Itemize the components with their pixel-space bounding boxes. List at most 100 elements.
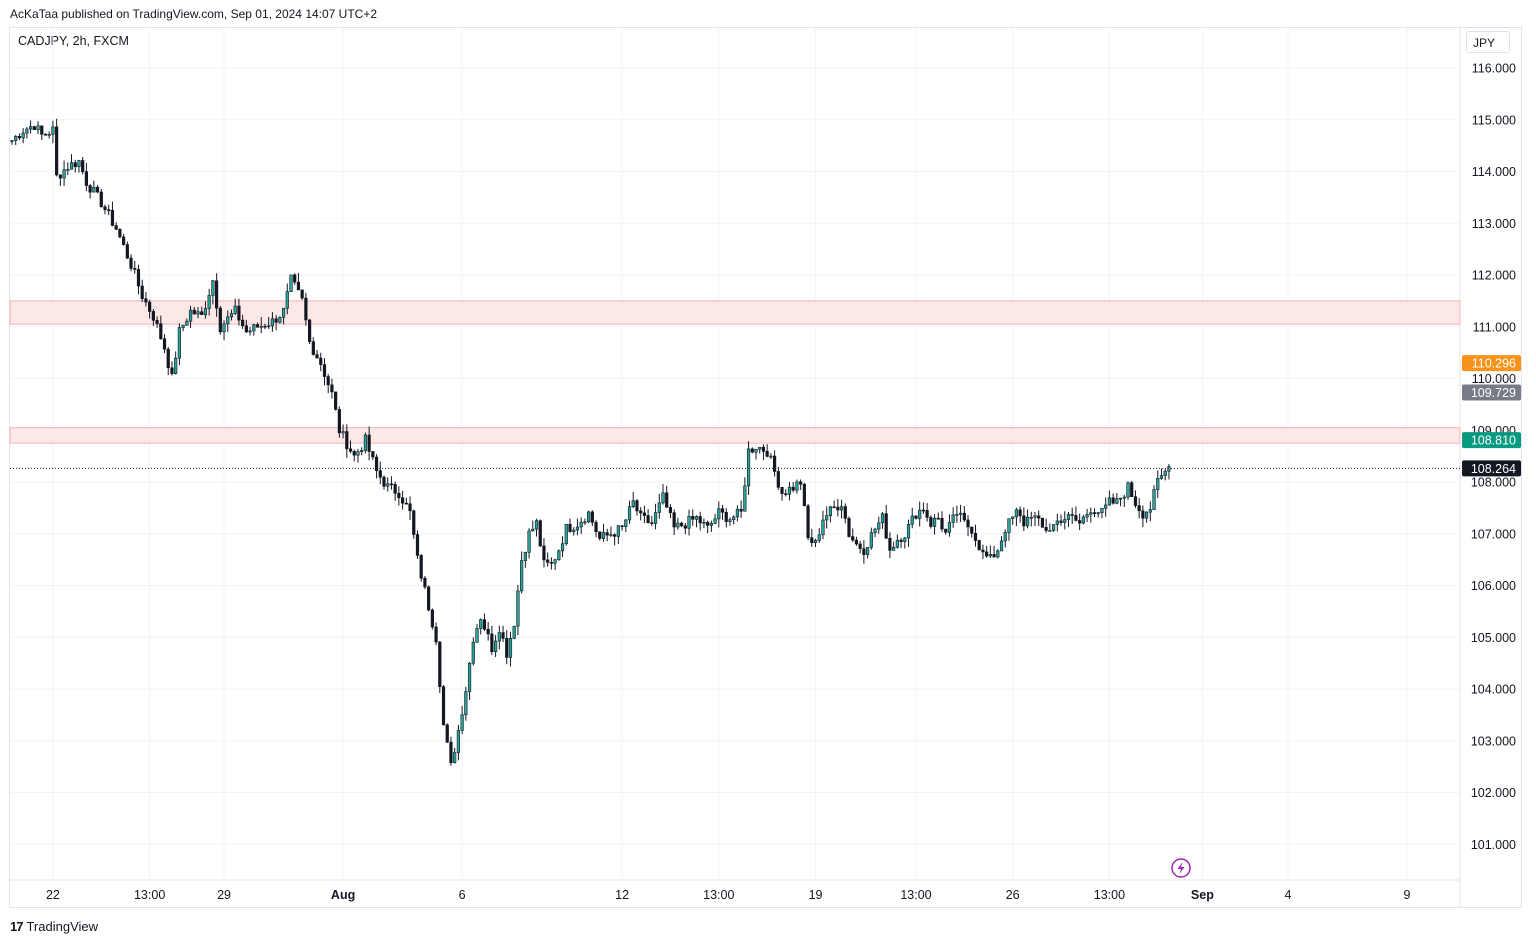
candle-body[interactable]	[1033, 515, 1037, 518]
candle-body[interactable]	[185, 320, 189, 326]
candle-body[interactable]	[274, 318, 278, 323]
candle-body[interactable]	[1145, 511, 1149, 519]
candle-body[interactable]	[869, 532, 873, 548]
candle-body[interactable]	[854, 539, 859, 545]
candle-body[interactable]	[17, 136, 22, 139]
candle-body[interactable]	[1104, 504, 1108, 509]
candle-body[interactable]	[1040, 517, 1045, 528]
candle-body[interactable]	[1130, 482, 1134, 498]
candle-body[interactable]	[155, 320, 159, 324]
candle-body[interactable]	[549, 562, 553, 564]
candle-body[interactable]	[1081, 516, 1085, 524]
candle-body[interactable]	[218, 307, 222, 333]
candle-body[interactable]	[25, 128, 29, 134]
candle-body[interactable]	[683, 525, 687, 529]
candle-body[interactable]	[1011, 516, 1015, 519]
candle-body[interactable]	[698, 516, 702, 524]
candle-body[interactable]	[653, 512, 658, 524]
candle-body[interactable]	[631, 500, 635, 507]
candle-body[interactable]	[609, 534, 613, 536]
candle-body[interactable]	[311, 341, 315, 355]
candle-body[interactable]	[430, 609, 434, 628]
candle-body[interactable]	[914, 515, 918, 519]
candle-body[interactable]	[970, 526, 974, 534]
candle-body[interactable]	[501, 632, 505, 639]
candle-body[interactable]	[1089, 512, 1093, 515]
candle-body[interactable]	[958, 512, 963, 515]
candle-body[interactable]	[427, 586, 431, 611]
candle-body[interactable]	[546, 559, 550, 563]
candle-body[interactable]	[1066, 514, 1071, 520]
currency-button[interactable]: JPY	[1466, 31, 1510, 53]
candle-body[interactable]	[906, 523, 911, 539]
candle-body[interactable]	[330, 384, 334, 393]
candle-body[interactable]	[371, 451, 375, 458]
candle-body[interactable]	[441, 686, 446, 726]
candle-body[interactable]	[497, 632, 501, 642]
candle-body[interactable]	[988, 554, 992, 557]
candle-body[interactable]	[534, 520, 539, 530]
candle-body[interactable]	[642, 512, 646, 516]
candle-body[interactable]	[386, 483, 390, 487]
candle-body[interactable]	[999, 540, 1004, 552]
candle-body[interactable]	[572, 529, 576, 532]
candle-body[interactable]	[162, 338, 167, 350]
candle-body[interactable]	[1152, 489, 1156, 510]
candle-body[interactable]	[568, 523, 572, 532]
candle-body[interactable]	[1133, 496, 1138, 506]
candle-body[interactable]	[397, 493, 401, 499]
candle-body[interactable]	[1107, 497, 1111, 506]
candle-body[interactable]	[538, 520, 542, 547]
candle-body[interactable]	[300, 289, 304, 299]
candle-body[interactable]	[144, 298, 148, 303]
candle-body[interactable]	[467, 662, 472, 692]
candle-body[interactable]	[51, 126, 55, 135]
candle-body[interactable]	[821, 519, 825, 536]
candle-body[interactable]	[691, 515, 695, 520]
candle-body[interactable]	[1085, 514, 1089, 518]
candle-body[interactable]	[1137, 505, 1141, 512]
candle-body[interactable]	[73, 162, 77, 168]
candle-body[interactable]	[743, 485, 747, 512]
candle-body[interactable]	[285, 291, 289, 309]
candle-body[interactable]	[248, 330, 252, 333]
candle-body[interactable]	[646, 515, 650, 523]
candle-body[interactable]	[479, 619, 483, 629]
candle-body[interactable]	[1059, 520, 1063, 523]
candle-body[interactable]	[1070, 514, 1074, 516]
candle-body[interactable]	[490, 633, 494, 653]
candle-body[interactable]	[315, 354, 319, 359]
candle-body[interactable]	[594, 522, 598, 532]
symbol-legend[interactable]: CADJPY, 2h, FXCM	[18, 34, 129, 48]
candle-body[interactable]	[438, 641, 442, 687]
candle-body[interactable]	[977, 540, 981, 551]
candle-body[interactable]	[1074, 515, 1078, 521]
candle-body[interactable]	[583, 521, 587, 524]
candle-body[interactable]	[735, 508, 739, 518]
candle-body[interactable]	[865, 547, 870, 555]
candle-body[interactable]	[159, 323, 163, 340]
candle-body[interactable]	[728, 519, 732, 522]
footer-brand[interactable]: 17 TradingView	[10, 918, 98, 934]
candle-body[interactable]	[464, 691, 468, 716]
candle-body[interactable]	[456, 730, 461, 753]
candle-body[interactable]	[810, 537, 814, 544]
candle-body[interactable]	[445, 724, 449, 743]
candle-body[interactable]	[278, 316, 282, 323]
candle-body[interactable]	[482, 619, 487, 630]
candle-body[interactable]	[322, 364, 327, 377]
candle-body[interactable]	[252, 324, 256, 332]
candle-body[interactable]	[732, 516, 736, 521]
candle-body[interactable]	[475, 628, 479, 643]
candle-body[interactable]	[259, 325, 263, 328]
candle-body[interactable]	[449, 741, 453, 764]
candle-body[interactable]	[382, 476, 386, 487]
candle-body[interactable]	[356, 451, 360, 456]
candle-body[interactable]	[836, 506, 840, 511]
candle-body[interactable]	[992, 554, 996, 558]
candle-body[interactable]	[996, 550, 1000, 558]
candle-body[interactable]	[95, 186, 100, 193]
candle-body[interactable]	[211, 280, 215, 296]
candle-body[interactable]	[702, 521, 706, 524]
candle-body[interactable]	[434, 626, 438, 643]
